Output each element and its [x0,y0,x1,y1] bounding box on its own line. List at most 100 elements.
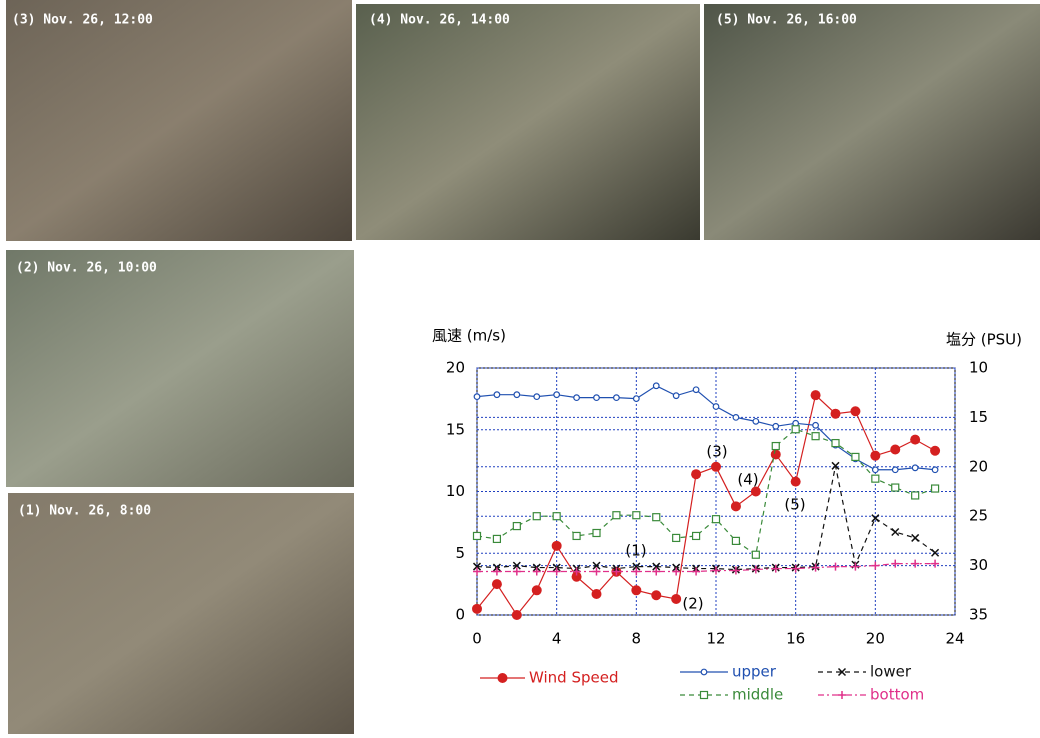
data-point [574,395,580,401]
photo [8,493,354,734]
legend-label: upper [732,663,777,681]
data-point [693,387,699,393]
y2-tick-label: 35 [969,606,988,624]
data-point [493,535,500,542]
data-point [831,409,841,419]
data-point [673,393,679,399]
y2-axis-label: 塩分 (PSU) [946,331,1022,349]
photo [356,4,700,240]
photo [704,4,1040,240]
y2-tick-label: 20 [969,457,988,475]
data-point [812,433,819,440]
photo-label: (5) Nov. 26, 16:00 [716,13,857,28]
x-tick-label: 24 [945,630,964,648]
data-point [732,537,739,544]
data-point [870,451,880,461]
data-point [912,492,919,499]
data-point [554,392,560,398]
data-point [791,477,801,487]
data-point [553,513,560,520]
data-point [573,532,580,539]
data-point [892,467,898,473]
annotation: (1) [625,542,646,560]
data-point [653,514,660,521]
data-point [772,443,779,450]
data-point [910,435,920,445]
data-point [592,589,602,599]
y-tick-label: 0 [455,606,465,624]
x-tick-label: 0 [472,630,482,648]
data-point [890,445,900,455]
data-point [614,395,620,401]
data-point [613,512,620,519]
data-point [811,390,821,400]
data-point [633,512,640,519]
legend-label: middle [732,686,783,704]
photo-label: (4) Nov. 26, 14:00 [369,13,510,28]
y2-tick-label: 10 [969,359,988,377]
data-point [932,485,939,492]
y-tick-label: 20 [446,359,465,377]
legend-marker [498,673,508,683]
x-tick-label: 12 [706,630,725,648]
y-tick-label: 15 [446,420,465,438]
data-point [691,469,701,479]
data-point [474,394,480,400]
data-point [852,453,859,460]
data-point [492,579,502,589]
data-point [532,585,542,595]
y2-tick-label: 15 [969,408,988,426]
data-point [514,392,520,398]
annotation: (4) [737,471,758,489]
data-point [731,501,741,511]
data-point [752,551,759,558]
data-point [713,404,719,410]
x-tick-label: 16 [786,630,805,648]
photo [6,0,352,241]
data-point [832,440,839,447]
photo-label: (1) Nov. 26, 8:00 [18,504,151,519]
data-point [474,532,481,539]
x-tick-label: 4 [552,630,562,648]
data-point [513,523,520,530]
data-point [872,475,879,482]
data-point [494,392,500,398]
data-point [552,541,562,551]
data-point [534,394,540,400]
data-point [932,467,938,473]
data-point [753,419,759,425]
data-point [711,462,721,472]
data-point [671,594,681,604]
annotation: (5) [784,496,805,514]
data-point [713,516,720,523]
y2-tick-label: 30 [969,556,988,574]
y2-tick-label: 25 [969,507,988,525]
data-point [930,446,940,456]
x-tick-label: 8 [632,630,642,648]
data-point [512,610,522,620]
data-point [673,534,680,541]
annotation: (3) [706,443,727,461]
data-point [631,585,641,595]
x-tick-label: 20 [866,630,885,648]
data-point [792,426,799,433]
data-point [634,396,640,402]
photo-label: (3) Nov. 26, 12:00 [12,13,153,28]
data-point [850,406,860,416]
photo [6,250,354,487]
data-point [653,383,659,389]
data-point [593,529,600,536]
data-point [873,467,879,473]
legend-marker [701,692,708,699]
y-tick-label: 5 [455,544,465,562]
photo-label: (2) Nov. 26, 10:00 [16,261,157,276]
legend-label: lower [870,663,912,681]
data-point [912,465,918,471]
page: (3) Nov. 26, 12:00 (4) Nov. 26, 14:00 (5… [0,0,1040,734]
data-point [472,604,482,614]
y-axis-label: 風速 (m/s) [432,327,506,345]
legend-marker [838,691,846,699]
legend-marker [701,669,707,675]
data-point [533,513,540,520]
data-point [773,423,779,429]
